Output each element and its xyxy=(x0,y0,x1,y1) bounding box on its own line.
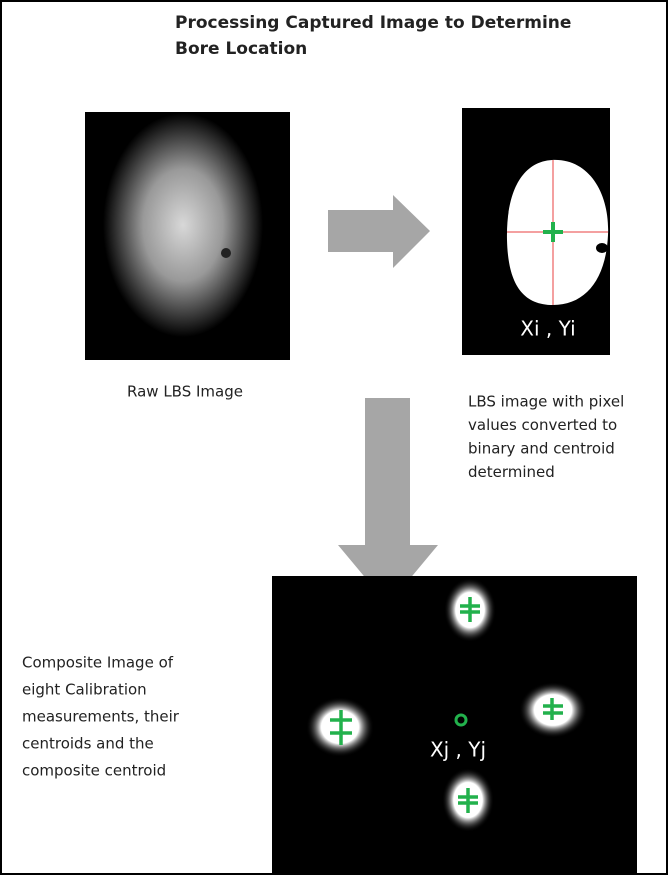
diagram: Processing Captured Image to Determine Bo… xyxy=(0,0,668,875)
caption-line: centroids and the xyxy=(22,735,154,753)
caption-line: Composite Image of xyxy=(22,654,174,672)
caption-line: determined xyxy=(468,463,555,481)
raw-dot xyxy=(221,248,231,258)
caption-line: measurements, their xyxy=(22,708,180,726)
arrow-down xyxy=(338,398,438,605)
composite-caption: Composite Image of eight Calibration measu… xyxy=(22,654,180,780)
title-line: Processing Captured Image to Determine xyxy=(175,13,571,33)
caption-line: binary and centroid xyxy=(468,440,615,458)
xi-yi: Xi , Yi xyxy=(520,317,575,341)
caption-line: composite centroid xyxy=(22,762,166,780)
caption-line: LBS image with pixel xyxy=(468,393,624,411)
raw-spot xyxy=(103,113,263,337)
raw-caption: Raw LBS Image xyxy=(127,383,243,401)
arrow-right xyxy=(328,195,430,268)
binary-dot xyxy=(596,243,608,253)
title-line: Bore Location xyxy=(175,39,307,59)
caption-line: eight Calibration xyxy=(22,681,147,699)
xj-yj: Xj , Yj xyxy=(430,738,486,762)
caption-line: values converted to xyxy=(468,416,617,434)
title: Processing Captured Image to Determine Bo… xyxy=(175,13,571,59)
binary-caption: LBS image with pixel values converted to b… xyxy=(468,393,624,482)
